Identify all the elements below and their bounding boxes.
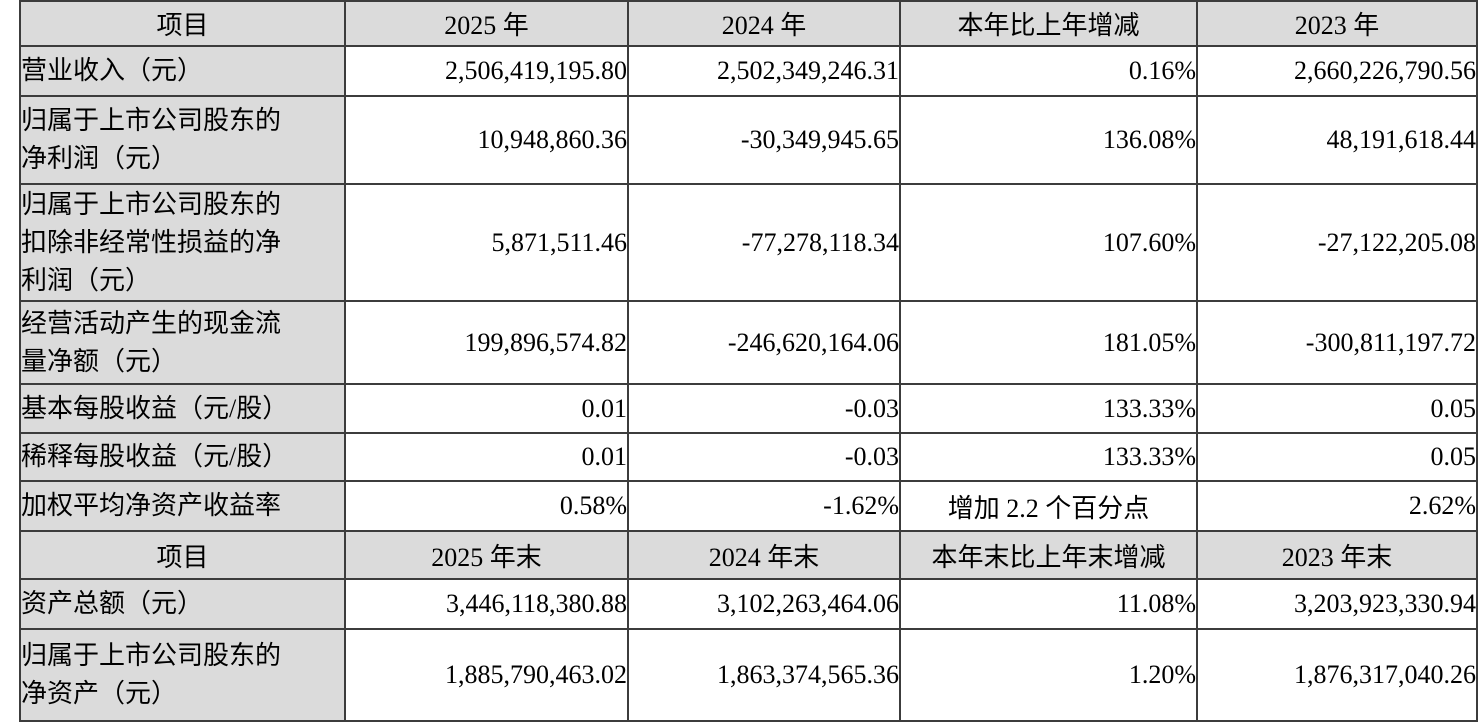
table-row: 归属于上市公司股东的 净资产（元） 1,885,790,463.02 1,863,3…	[19, 628, 1478, 722]
item-label-cell: 加权平均净资产收益率	[19, 480, 346, 532]
value-earlier-cell: 48,191,618.44	[1196, 95, 1478, 185]
value-prior-cell: -246,620,164.06	[627, 300, 901, 385]
header-cell: 项目	[19, 530, 346, 580]
change-cell: 133.33%	[899, 432, 1198, 482]
financial-summary-table: 项目 2025 年 2024 年本年比上年增减 2023 年营业收入（元） 2,506,…	[19, 0, 1478, 722]
value-earlier-cell: 2.62%	[1196, 480, 1478, 532]
value-prior-cell: 2,502,349,246.31	[627, 45, 901, 97]
table-row: 基本每股收益（元/股） 0.01 -0.03 133.33% 0.05	[19, 383, 1478, 434]
table-row: 经营活动产生的现金流 量净额（元） 199,896,574.82 -246,620,…	[19, 300, 1478, 385]
value-earlier-cell: 2,660,226,790.56	[1196, 45, 1478, 97]
item-label-cell: 资产总额（元）	[19, 578, 346, 630]
header-cell: 2025 年	[344, 0, 629, 47]
table-row: 归属于上市公司股东的 扣除非经常性损益的净 利润（元） 5,871,511.46-…	[19, 183, 1478, 302]
change-cell: 11.08%	[899, 578, 1198, 630]
header-cell: 2024 年	[627, 0, 901, 47]
item-label-cell: 经营活动产生的现金流 量净额（元）	[19, 300, 346, 385]
value-current-cell: 0.01	[344, 432, 629, 482]
header-cell: 本年末比上年末增减	[899, 530, 1198, 580]
value-current-cell: 0.58%	[344, 480, 629, 532]
value-prior-cell: -0.03	[627, 383, 901, 434]
item-label-cell: 稀释每股收益（元/股）	[19, 432, 346, 482]
change-cell: 133.33%	[899, 383, 1198, 434]
value-prior-cell: 3,102,263,464.06	[627, 578, 901, 630]
item-label-cell: 归属于上市公司股东的 扣除非经常性损益的净 利润（元）	[19, 183, 346, 302]
value-current-cell: 3,446,118,380.88	[344, 578, 629, 630]
table-row: 营业收入（元） 2,506,419,195.80 2,502,349,246.31 0…	[19, 45, 1478, 97]
value-prior-cell: -77,278,118.34	[627, 183, 901, 302]
header-cell: 2024 年末	[627, 530, 901, 580]
value-prior-cell: 1,863,374,565.36	[627, 628, 901, 722]
item-label-cell: 营业收入（元）	[19, 45, 346, 97]
value-earlier-cell: -27,122,205.08	[1196, 183, 1478, 302]
change-cell: 181.05%	[899, 300, 1198, 385]
change-cell: 1.20%	[899, 628, 1198, 722]
value-current-cell: 0.01	[344, 383, 629, 434]
table-row: 加权平均净资产收益率 0.58% -1.62% 增加 2.2 个百分点 2.62%	[19, 480, 1478, 532]
change-cell: 增加 2.2 个百分点	[899, 480, 1198, 532]
value-earlier-cell: -300,811,197.72	[1196, 300, 1478, 385]
value-earlier-cell: 0.05	[1196, 383, 1478, 434]
item-label-cell: 归属于上市公司股东的 净利润（元）	[19, 95, 346, 185]
header-cell: 2025 年末	[344, 530, 629, 580]
table-row: 资产总额（元） 3,446,118,380.88 3,102,263,464.06 1…	[19, 578, 1478, 630]
header-cell: 项目	[19, 0, 346, 47]
value-earlier-cell: 1,876,317,040.26	[1196, 628, 1478, 722]
value-prior-cell: -1.62%	[627, 480, 901, 532]
value-earlier-cell: 3,203,923,330.94	[1196, 578, 1478, 630]
value-current-cell: 2,506,419,195.80	[344, 45, 629, 97]
section-header-row: 项目 2025 年末 2024 年末 本年末比上年末增减 2023 年末	[19, 530, 1478, 580]
header-cell: 2023 年末	[1196, 530, 1478, 580]
value-prior-cell: -0.03	[627, 432, 901, 482]
change-cell: 136.08%	[899, 95, 1198, 185]
item-label-cell: 归属于上市公司股东的 净资产（元）	[19, 628, 346, 722]
value-current-cell: 10,948,860.36	[344, 95, 629, 185]
table-row: 稀释每股收益（元/股） 0.01 -0.03 133.33% 0.05	[19, 432, 1478, 482]
change-cell: 107.60%	[899, 183, 1198, 302]
header-cell: 2023 年	[1196, 0, 1478, 47]
section-header-row: 项目 2025 年 2024 年本年比上年增减 2023 年	[19, 0, 1478, 47]
table-row: 归属于上市公司股东的 净利润（元） 10,948,860.36 -30,349,94…	[19, 95, 1478, 185]
value-earlier-cell: 0.05	[1196, 432, 1478, 482]
value-current-cell: 1,885,790,463.02	[344, 628, 629, 722]
value-current-cell: 5,871,511.46	[344, 183, 629, 302]
value-prior-cell: -30,349,945.65	[627, 95, 901, 185]
change-cell: 0.16%	[899, 45, 1198, 97]
item-label-cell: 基本每股收益（元/股）	[19, 383, 346, 434]
value-current-cell: 199,896,574.82	[344, 300, 629, 385]
header-cell: 本年比上年增减	[899, 0, 1198, 47]
